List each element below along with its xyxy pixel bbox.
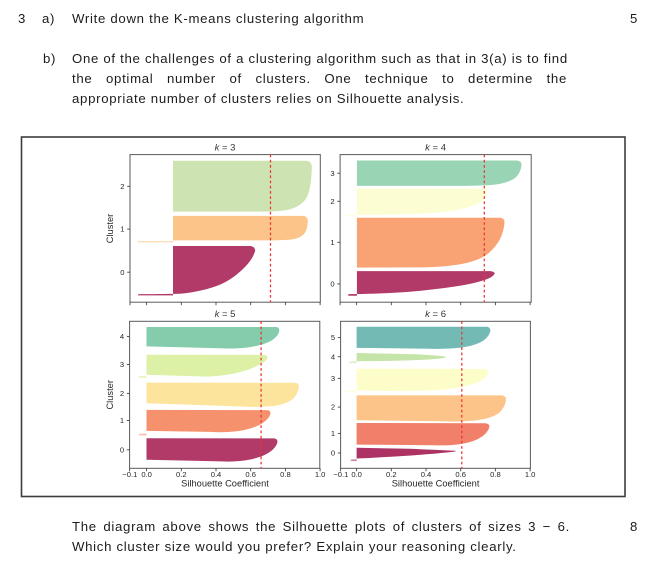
svg-text:0: 0 <box>120 268 124 277</box>
svg-text:0.2: 0.2 <box>386 470 397 479</box>
svg-text:4: 4 <box>120 332 124 341</box>
svg-text:0.6: 0.6 <box>245 470 256 479</box>
svg-text:k = 5: k = 5 <box>215 309 236 320</box>
svg-text:−0.1: −0.1 <box>333 470 348 479</box>
svg-text:0.4: 0.4 <box>211 470 222 479</box>
svg-text:1: 1 <box>120 416 124 425</box>
svg-text:0.4: 0.4 <box>421 470 432 479</box>
svg-text:1.0: 1.0 <box>315 470 326 479</box>
svg-text:0.0: 0.0 <box>141 470 152 479</box>
svg-text:1.0: 1.0 <box>525 470 536 479</box>
svg-text:Silhouette Coefficient: Silhouette Coefficient <box>392 479 480 489</box>
svg-text:Silhouette Coefficient: Silhouette Coefficient <box>181 479 269 489</box>
svg-text:3: 3 <box>331 374 335 383</box>
svg-text:0.0: 0.0 <box>351 470 362 479</box>
svg-text:3: 3 <box>120 360 124 369</box>
svg-text:0.8: 0.8 <box>280 470 291 479</box>
svg-text:2: 2 <box>330 197 334 206</box>
svg-text:0: 0 <box>120 445 124 454</box>
svg-text:k = 4: k = 4 <box>425 143 446 154</box>
svg-text:0.2: 0.2 <box>176 470 187 479</box>
svg-text:k = 6: k = 6 <box>425 309 446 320</box>
svg-text:0.6: 0.6 <box>455 470 466 479</box>
svg-text:Cluster: Cluster <box>105 214 115 243</box>
svg-text:1: 1 <box>330 238 334 247</box>
svg-text:0: 0 <box>330 280 334 289</box>
svg-text:5: 5 <box>331 333 335 342</box>
svg-text:2: 2 <box>331 403 335 412</box>
svg-text:−0.1: −0.1 <box>122 470 137 479</box>
svg-text:1: 1 <box>120 225 124 234</box>
svg-text:1: 1 <box>331 429 335 438</box>
svg-text:2: 2 <box>120 182 124 191</box>
svg-text:k = 3: k = 3 <box>215 143 236 154</box>
svg-text:0.8: 0.8 <box>490 470 501 479</box>
svg-text:3: 3 <box>330 169 334 178</box>
svg-text:2: 2 <box>120 389 124 398</box>
svg-text:4: 4 <box>331 352 335 361</box>
svg-text:0: 0 <box>331 449 335 458</box>
svg-text:Cluster: Cluster <box>105 380 115 409</box>
